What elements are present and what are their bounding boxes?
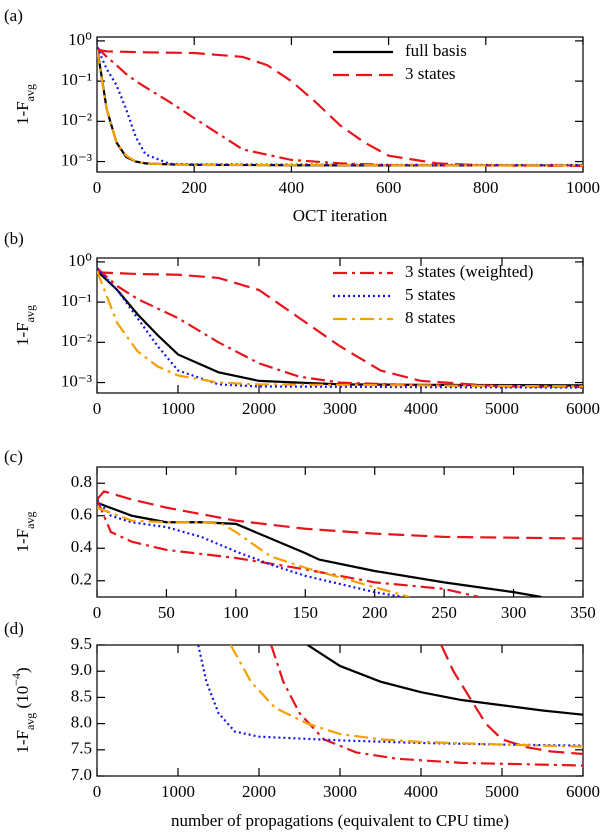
y-axis-label-part: avg: [23, 512, 37, 529]
x-tick-label: 400: [279, 178, 305, 197]
x-tick-label: 3000: [323, 782, 357, 801]
y-tick-label: 10⁻¹: [61, 291, 92, 310]
x-tick-label: 300: [501, 603, 527, 622]
y-tick-label: 7.5: [71, 739, 92, 758]
x-tick-label: 6000: [566, 399, 600, 418]
x-tick-label: 200: [181, 178, 207, 197]
y-tick-label: 7.0: [71, 765, 92, 784]
series-line: [97, 490, 583, 540]
x-tick-label: 5000: [485, 782, 519, 801]
y-axis-label-part: 1-F: [13, 322, 32, 346]
plot-frame: [96, 36, 584, 173]
y-axis-label-part: (10: [13, 686, 32, 713]
y-tick-label: 0.8: [71, 472, 92, 491]
x-tick-label: 200: [362, 603, 388, 622]
x-tick-label: 150: [293, 603, 319, 622]
y-axis-label-part: avg: [23, 713, 37, 730]
series-line: [97, 499, 480, 597]
x-axis-label: OCT iteration: [293, 206, 388, 225]
y-axis-label: 1-Favg: [13, 512, 37, 553]
y-axis-label: 1-Favg (10−4): [9, 667, 37, 753]
x-tick-label: 2000: [242, 782, 276, 801]
x-tick-label: 50: [158, 603, 175, 622]
x-tick-label: 2000: [242, 399, 276, 418]
legend-label: 3 states (weighted): [405, 262, 533, 281]
x-tick-label: 6000: [566, 782, 600, 801]
x-tick-label: 600: [376, 178, 402, 197]
series-line: [97, 267, 583, 389]
y-tick-label: 9.0: [71, 660, 92, 679]
x-tick-label: 1000: [161, 399, 195, 418]
x-tick-label: 0: [93, 603, 102, 622]
series-line: [440, 645, 583, 756]
x-tick-label: 1000: [161, 782, 195, 801]
y-axis-label-part: ): [13, 667, 32, 673]
x-tick-label: 0: [93, 178, 102, 197]
legend-label: 3 states: [405, 64, 456, 83]
y-tick-label: 0.2: [71, 570, 92, 589]
y-axis-label: 1-Favg: [13, 305, 37, 346]
series-line: [270, 645, 583, 767]
y-tick-label: 10⁻³: [61, 150, 92, 169]
x-tick-label: 350: [570, 603, 596, 622]
series-line: [97, 506, 410, 597]
series-line: [97, 46, 583, 167]
x-tick-label: 3000: [323, 399, 357, 418]
series-line: [97, 270, 583, 388]
y-tick-label: 8.5: [71, 686, 92, 705]
y-axis-label-part: 1-F: [13, 101, 32, 125]
series-line: [97, 271, 583, 388]
series-line: [197, 645, 583, 747]
y-tick-label: 10⁻³: [61, 371, 92, 390]
panel-label: (c): [4, 447, 23, 466]
plot-frame: [96, 466, 584, 598]
y-tick-label: 8.0: [71, 713, 92, 732]
y-tick-label: 9.5: [71, 634, 92, 653]
y-tick-label: 0.6: [71, 505, 92, 524]
series-line: [97, 46, 583, 167]
series-line: [97, 498, 403, 597]
y-tick-label: 0.4: [71, 537, 93, 556]
plot-area: [97, 46, 583, 167]
x-tick-label: 1000: [566, 178, 600, 197]
legend-label: 5 states: [405, 285, 456, 304]
y-tick-label: 10⁰: [68, 30, 92, 49]
y-axis-label-part: avg: [23, 84, 37, 101]
y-tick-label: 10⁻¹: [61, 70, 92, 89]
panel-label: (a): [4, 6, 23, 25]
plot-area: [197, 645, 583, 767]
x-tick-label: 250: [431, 603, 457, 622]
panel-label: (d): [4, 619, 24, 638]
y-axis-label-part: avg: [23, 305, 37, 322]
x-tick-label: 800: [473, 178, 499, 197]
legend-label: full basis: [405, 41, 467, 60]
plot-area: [97, 267, 583, 389]
series-line: [97, 48, 583, 167]
y-axis-label: 1-Favg: [13, 84, 37, 125]
y-axis-label-part: −4: [9, 673, 23, 686]
x-tick-label: 4000: [404, 782, 438, 801]
y-tick-label: 10⁻²: [61, 110, 92, 129]
plot-area: [97, 490, 583, 597]
y-tick-label: 10⁻²: [61, 331, 92, 350]
x-tick-label: 100: [223, 603, 249, 622]
y-tick-label: 10⁰: [68, 251, 92, 270]
series-line: [307, 645, 583, 716]
series-line: [97, 49, 583, 167]
series-line: [97, 46, 583, 167]
series-line: [97, 270, 583, 387]
series-line: [229, 645, 583, 748]
series-line: [97, 267, 583, 388]
panel-label: (b): [4, 229, 24, 248]
y-axis-label-part: 1-F: [13, 730, 32, 754]
x-tick-label: 4000: [404, 399, 438, 418]
x-axis-label: number of propagations (equivalent to CP…: [171, 811, 509, 830]
legend-label: 8 states: [405, 308, 456, 327]
y-axis-label-part: 1-F: [13, 529, 32, 553]
x-tick-label: 5000: [485, 399, 519, 418]
x-tick-label: 0: [93, 782, 102, 801]
x-tick-label: 0: [93, 399, 102, 418]
